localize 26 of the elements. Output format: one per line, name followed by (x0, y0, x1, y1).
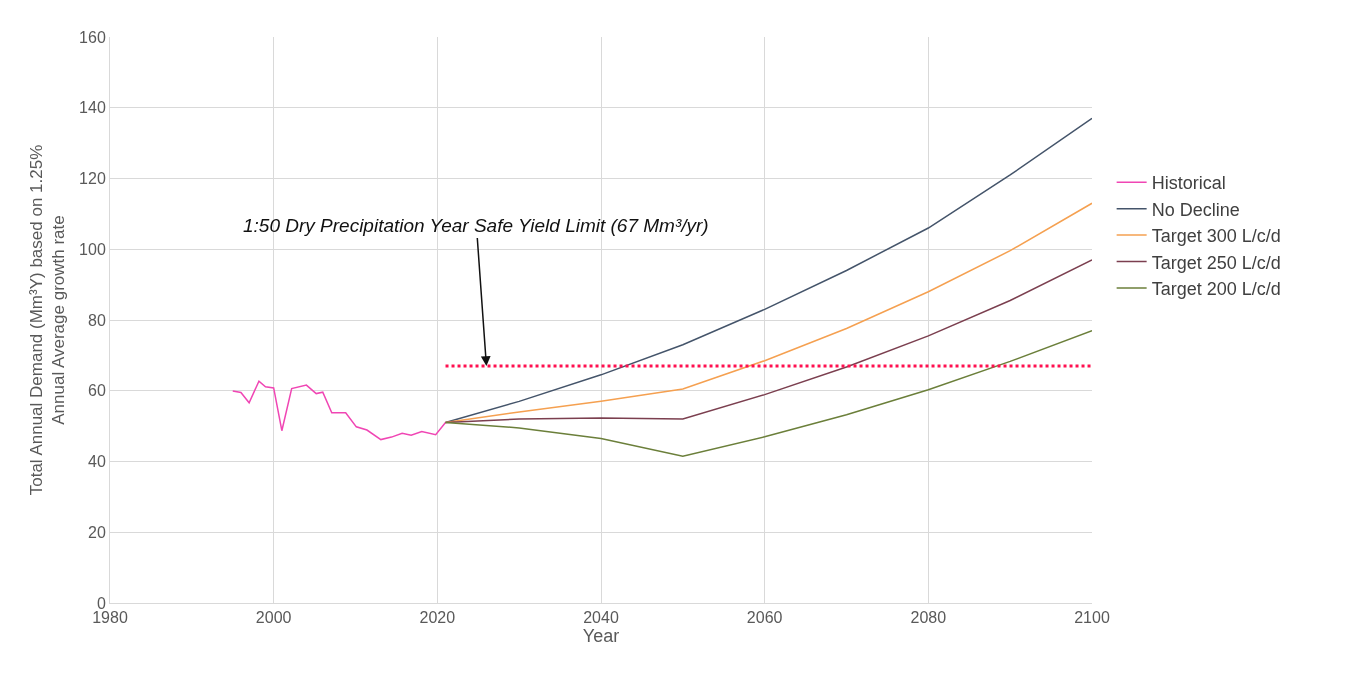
line-series (232, 380, 447, 441)
y-tick-label: 160 (79, 28, 106, 46)
x-tick-label: 2100 (1074, 609, 1110, 627)
y-tick-label: 0 (96, 594, 106, 612)
x-axis-title: Year (582, 626, 620, 647)
x-tick-label: 1980 (92, 609, 128, 627)
x-tick-label: 2000 (255, 609, 292, 627)
line-series (444, 329, 1092, 457)
legend-label: Target 250 L/c/d (1151, 252, 1281, 273)
legend-label: Target 300 L/c/d (1151, 226, 1281, 247)
y-tick-label: 80 (88, 311, 106, 329)
y-tick-label: 20 (88, 523, 106, 541)
y-axis-title: Total Annual Demand (Mm³Y) based on 1.25% Annual Average growth rate (26, 144, 68, 496)
y-tick-label: 40 (88, 453, 106, 471)
y-tick-label: 100 (79, 240, 106, 258)
legend-label: Historical (1151, 173, 1226, 194)
legend-label: Target 200 L/c/d (1151, 278, 1281, 299)
x-tick-label: 2040 (583, 609, 619, 627)
legend-label: No Decline (1151, 199, 1240, 220)
x-tick-label: 2020 (419, 609, 456, 627)
y-tick-label: 140 (79, 99, 106, 117)
x-tick-label: 2060 (746, 609, 783, 627)
y-tick-label: 120 (79, 170, 106, 188)
x-tick-label: 2080 (910, 609, 947, 627)
annotation: 1:50 Dry Precipitation Year Safe Yield Limit (67 Mm³/yr) (243, 215, 709, 236)
y-tick-label: 60 (88, 382, 106, 400)
